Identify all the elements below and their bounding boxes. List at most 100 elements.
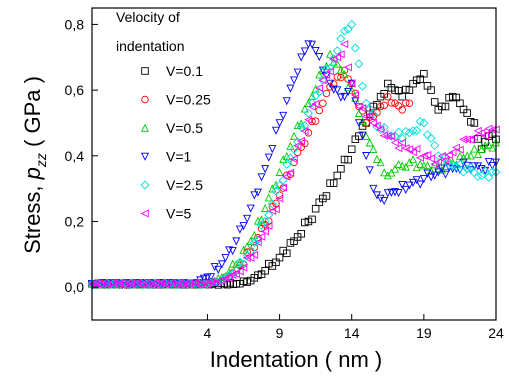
x-tick-label: 24 [488, 325, 504, 341]
data-point [253, 188, 262, 197]
data-point [380, 196, 389, 206]
data-point [484, 140, 493, 149]
y-tick-label: 0,0 [65, 279, 85, 295]
data-point [452, 143, 461, 152]
data-point [347, 145, 356, 153]
plot-frame [91, 7, 497, 321]
data-point [231, 269, 241, 279]
data-point [488, 143, 497, 152]
data-point [347, 79, 356, 88]
data-point [430, 140, 440, 151]
data-point [462, 164, 472, 174]
data-point [347, 85, 356, 94]
data-point [311, 46, 320, 56]
data-point [275, 119, 284, 128]
data-point [286, 84, 295, 93]
data-point [347, 79, 356, 88]
data-point [300, 127, 309, 136]
data-point [459, 135, 468, 144]
data-point [307, 102, 316, 111]
data-point [115, 279, 124, 288]
data-point [455, 159, 465, 169]
data-point [243, 214, 252, 223]
data-point [340, 92, 349, 101]
data-point [336, 50, 345, 59]
data-point [430, 98, 439, 106]
data-point [311, 117, 320, 125]
data-point [365, 166, 374, 175]
data-point [239, 263, 248, 272]
data-point [380, 101, 388, 110]
data-point [423, 150, 432, 159]
data-point [293, 137, 303, 147]
x-tick-label: 14 [344, 325, 360, 341]
data-point [415, 116, 425, 127]
data-point [398, 180, 407, 189]
data-point [329, 80, 338, 88]
data-point [282, 172, 291, 181]
data-point [337, 165, 345, 173]
legend-marker [140, 209, 149, 218]
data-point [433, 158, 443, 167]
data-point [207, 273, 216, 282]
data-point [285, 153, 295, 163]
data-point [404, 128, 414, 138]
legend-marker [141, 67, 149, 75]
data-point [408, 148, 417, 157]
data-point [427, 86, 435, 94]
legend-label: V=0.25 [166, 92, 211, 108]
data-point [336, 65, 345, 74]
data-point [402, 99, 410, 107]
data-point [228, 270, 237, 279]
data-point [409, 178, 418, 187]
data-point [322, 192, 331, 200]
x-axis-title: Indentation ( nm ) [210, 347, 382, 372]
data-point [315, 53, 324, 62]
data-point [344, 88, 353, 97]
y-tick-label: 0,6 [65, 82, 85, 98]
data-point [243, 242, 252, 251]
data-point [351, 91, 360, 100]
data-point [354, 108, 363, 117]
data-point [257, 173, 266, 182]
legend-label: V=1 [166, 149, 192, 165]
data-point [235, 225, 244, 234]
legend-marker [140, 180, 150, 190]
data-point [462, 135, 471, 144]
data-point [437, 165, 446, 174]
data-point [398, 92, 406, 101]
data-point [480, 131, 489, 140]
data-point [293, 141, 302, 150]
data-point [466, 162, 476, 172]
data-point [350, 43, 360, 53]
data-point [470, 119, 479, 127]
data-point [289, 155, 298, 164]
data-point [308, 40, 317, 49]
data-point [268, 145, 277, 154]
data-point [264, 193, 273, 202]
data-point [358, 131, 367, 140]
data-point [459, 153, 468, 162]
data-point [221, 274, 230, 283]
data-point [214, 265, 223, 274]
data-point [394, 159, 403, 169]
data-point [473, 149, 482, 159]
data-point [340, 70, 349, 79]
data-point [322, 70, 331, 79]
data-point [354, 119, 363, 128]
data-point [333, 171, 342, 180]
data-point [419, 175, 428, 184]
data-point [232, 237, 241, 246]
data-point [397, 138, 406, 147]
data-point [343, 63, 352, 72]
data-point [390, 164, 400, 173]
legend-title-line-2: indentation [116, 38, 185, 54]
data-point [329, 54, 339, 64]
data-point [235, 267, 244, 276]
y-tick-label: 0,2 [65, 213, 85, 229]
legend-marker [140, 152, 150, 161]
data-point [340, 40, 349, 49]
data-point [484, 172, 494, 182]
data-point [419, 118, 429, 128]
